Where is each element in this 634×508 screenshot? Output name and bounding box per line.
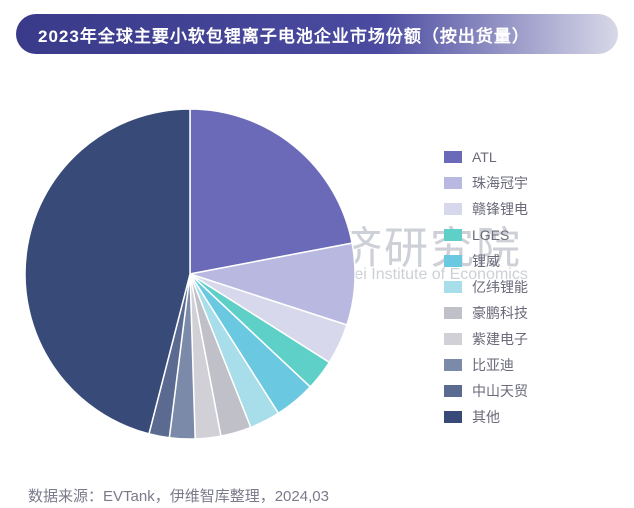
legend-label: 赣锋锂电	[472, 199, 528, 219]
legend-item: 珠海冠宇	[444, 170, 584, 196]
legend-item: 锂威	[444, 248, 584, 274]
legend-label: 中山天贸	[472, 381, 528, 401]
legend-item: ATL	[444, 144, 584, 170]
legend-swatch	[444, 411, 462, 423]
legend-item: 比亚迪	[444, 352, 584, 378]
legend-swatch	[444, 281, 462, 293]
legend-item: 其他	[444, 404, 584, 430]
title-bar: 2023年全球主要小软包锂离子电池企业市场份额（按出货量）	[16, 14, 618, 54]
legend-swatch	[444, 333, 462, 345]
legend: ATL 珠海冠宇赣锋锂电 LGES 锂威亿纬锂能豪鹏科技紫建电子比亚迪中山天贸其他	[444, 144, 584, 430]
legend-item: 赣锋锂电	[444, 196, 584, 222]
legend-label: 其他	[472, 407, 500, 427]
legend-item: 中山天贸	[444, 378, 584, 404]
legend-item: 紫建电子	[444, 326, 584, 352]
legend-label: 亿纬锂能	[472, 277, 528, 297]
data-source-footer: 数据来源：EVTank，伊维智库整理，2024,03	[28, 485, 329, 506]
legend-swatch	[444, 307, 462, 319]
legend-swatch	[444, 255, 462, 267]
legend-label: LGES	[472, 227, 509, 243]
legend-swatch	[444, 177, 462, 189]
legend-swatch	[444, 151, 462, 163]
legend-label: 锂威	[472, 251, 500, 271]
chart-area: 伊维 智库 EVTank 伊维经济研究院 China YiWei Institu…	[0, 84, 634, 474]
legend-item: 豪鹏科技	[444, 300, 584, 326]
legend-label: 豪鹏科技	[472, 303, 528, 323]
legend-swatch	[444, 359, 462, 371]
legend-item: LGES	[444, 222, 584, 248]
pie-chart	[20, 104, 360, 444]
chart-title: 2023年全球主要小软包锂离子电池企业市场份额（按出货量）	[38, 22, 530, 47]
legend-swatch	[444, 385, 462, 397]
legend-swatch	[444, 229, 462, 241]
legend-label: ATL	[472, 149, 497, 165]
legend-label: 比亚迪	[472, 355, 514, 375]
legend-label: 珠海冠宇	[472, 173, 528, 193]
legend-item: 亿纬锂能	[444, 274, 584, 300]
legend-label: 紫建电子	[472, 329, 528, 349]
legend-swatch	[444, 203, 462, 215]
